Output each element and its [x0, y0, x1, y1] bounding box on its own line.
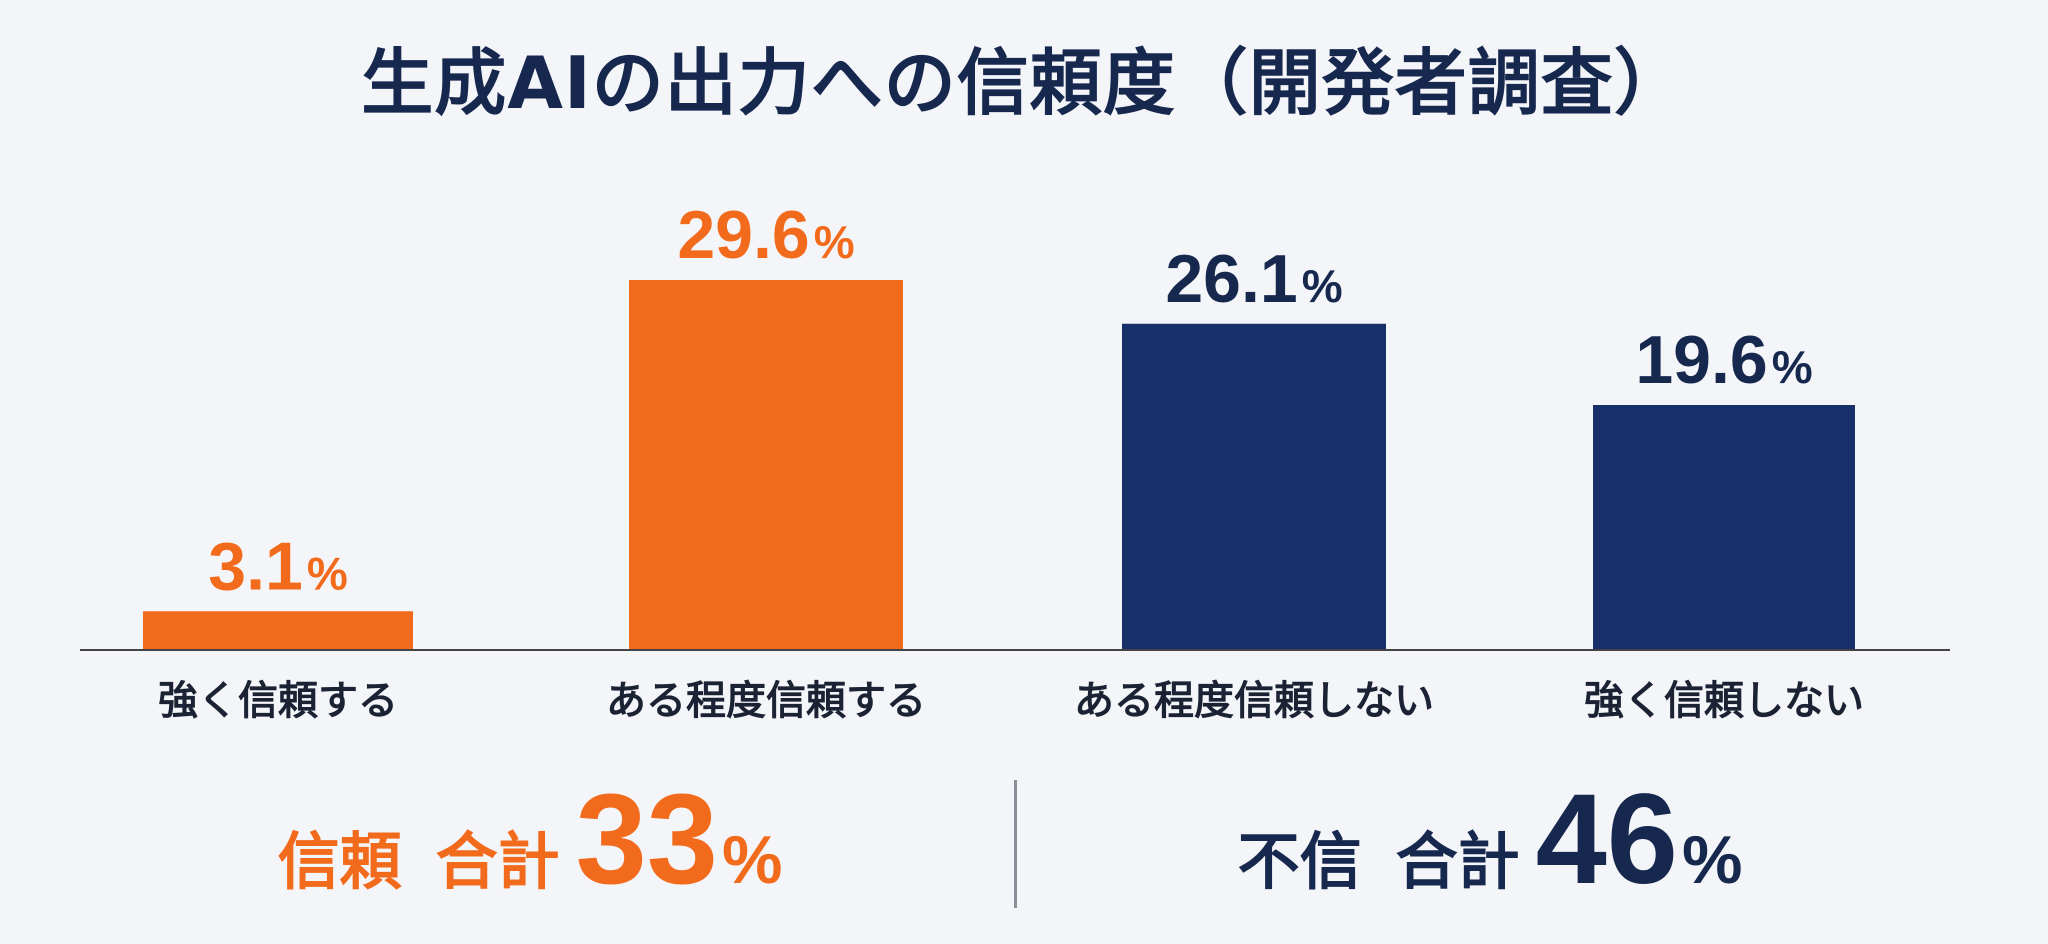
- summary-distrust: 不信 合計 46 %: [1140, 770, 1840, 910]
- bars-group: [143, 280, 1855, 650]
- summary-trust-sub: 合計: [435, 825, 560, 898]
- summary-distrust-unit: %: [1681, 822, 1743, 898]
- value-label-3: 26.1%: [1165, 241, 1342, 317]
- bar-4: [1593, 405, 1855, 650]
- value-label-2: 29.6%: [677, 197, 854, 273]
- chart-title: 生成AIの出力への信頼度（開発者調査）: [361, 41, 1687, 125]
- value-label-4: 19.6%: [1635, 322, 1812, 398]
- summary-trust-unit: %: [721, 822, 783, 898]
- category-label-1: 強く信頼する: [158, 678, 398, 724]
- summary-distrust-sub: 合計: [1395, 825, 1520, 898]
- summary-distrust-label: 不信: [1237, 825, 1362, 898]
- summary-trust-value: 33: [575, 768, 718, 911]
- category-label-2: ある程度信頼する: [606, 678, 926, 724]
- summary-trust-label: 信頼: [277, 825, 402, 898]
- category-labels-group: 強く信頼する ある程度信頼する ある程度信頼しない 強く信頼しない: [158, 678, 1864, 724]
- summary-trust: 信頼 合計 33 %: [180, 770, 880, 910]
- value-label-1: 3.1%: [208, 528, 347, 604]
- summary-divider: [1014, 780, 1017, 908]
- bar-1: [143, 611, 413, 650]
- category-label-4: 強く信頼しない: [1584, 678, 1864, 724]
- bar-2: [629, 280, 903, 650]
- value-labels-group: 3.1% 29.6% 26.1% 19.6%: [208, 197, 1812, 604]
- category-label-3: ある程度信頼しない: [1074, 678, 1434, 724]
- bar-chart: 3.1% 29.6% 26.1% 19.6% 強く信頼する ある程度信頼する ある程度信頼…: [80, 197, 1950, 724]
- summary-distrust-value: 46: [1535, 768, 1678, 911]
- bar-3: [1122, 323, 1386, 650]
